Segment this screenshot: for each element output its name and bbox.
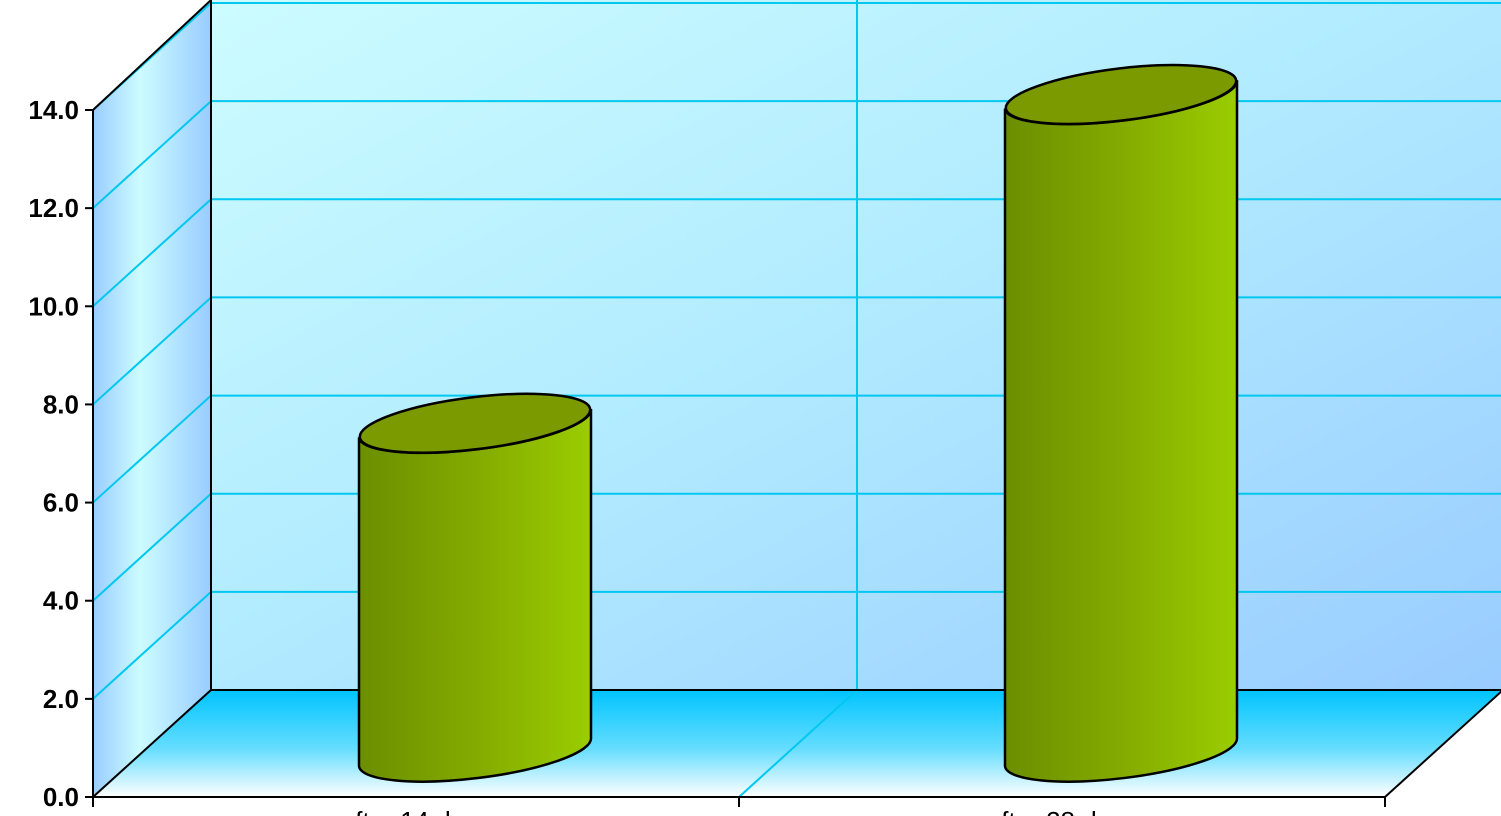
y-tick-label: 14.0 [28,95,79,125]
y-tick-label: 12.0 [28,193,79,223]
y-tick-label: 4.0 [43,586,79,616]
bar-1 [357,392,593,783]
gridline-divider-floor [738,689,858,798]
bar-top [1004,63,1238,126]
y-tick-label: 10.0 [28,291,79,321]
bar-2 [1003,63,1239,783]
bar-body [1003,80,1239,783]
bar-top [358,392,592,454]
y-tick-label: 0.0 [43,782,79,812]
y-tick-label: 6.0 [43,488,79,518]
x-tick-label: after 14 days [341,806,491,816]
gridline-side [92,394,212,504]
floor-right-edge [1384,690,1501,798]
y-tick-label: 2.0 [43,684,79,714]
gridline-side [92,591,212,700]
gridline-side [92,198,212,308]
y-tick-label: 8.0 [43,389,79,419]
gridline-side [92,296,212,406]
gridline-side [92,100,212,209]
side-wall [93,0,211,797]
bar-body [357,408,593,783]
side-wall-top-edge [92,0,212,111]
x-tick-label: after 28 days [987,806,1137,816]
gridline-side [92,492,212,602]
floor-left-edge [92,689,212,798]
